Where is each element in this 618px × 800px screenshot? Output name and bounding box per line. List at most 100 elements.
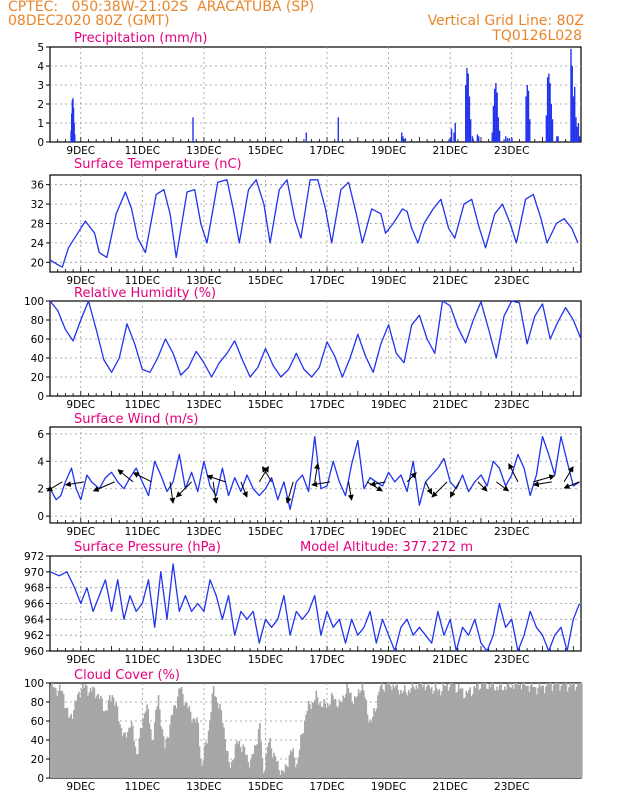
cloud-bar — [578, 684, 581, 778]
precip-bar — [467, 73, 469, 142]
cloud-bar — [121, 736, 124, 778]
cloud-bar — [321, 707, 324, 778]
cloud-bar — [171, 714, 174, 778]
cloud-bar — [196, 717, 198, 778]
cloud-bar — [261, 757, 264, 778]
precip-bar — [572, 96, 575, 142]
wind-ytick-label: 6 — [37, 429, 44, 441]
temp-ytick-label: 20 — [31, 257, 44, 269]
cloud-bar — [296, 763, 298, 778]
precip-ytick-label: 5 — [37, 42, 44, 54]
cloud-bar — [407, 690, 410, 778]
cloud-bar — [550, 683, 552, 778]
pres-xtick-label: 17DEC — [309, 654, 344, 666]
temp-xtick-label: 9DEC — [66, 275, 95, 287]
cloud-bar — [255, 745, 257, 778]
cloud-bar — [314, 699, 316, 778]
cloud-bar — [546, 683, 548, 778]
cloud-bar — [323, 698, 325, 778]
cloud-bar — [420, 683, 423, 778]
cloud-bar — [85, 685, 88, 778]
cloud-bar — [139, 727, 142, 778]
cloud-xtick-label: 9DEC — [66, 781, 95, 793]
cloud-bar — [556, 683, 559, 778]
cloud-bar — [192, 718, 194, 778]
wind-frame — [49, 426, 582, 524]
cloud-bar — [365, 700, 368, 778]
cloud-bar — [395, 685, 397, 778]
cloud-bar — [416, 688, 419, 778]
wind-vector-arrow — [175, 481, 192, 498]
cloud-bar — [374, 711, 377, 778]
cloud-panel: 0 20 40 60 80 100 9DEC 11DEC 13DEC 15DEC 17DEC 19DE… — [24, 668, 583, 793]
cloud-bar — [207, 730, 210, 778]
cloud-bar — [507, 683, 510, 778]
cloud-bar — [52, 687, 55, 778]
cloud-bar — [230, 761, 233, 778]
cloud-bar — [480, 683, 483, 778]
cloud-bar — [109, 695, 111, 778]
cloud-bar — [194, 722, 197, 778]
cloud-bar — [170, 715, 173, 778]
cloud-bar — [511, 684, 514, 778]
wind-vector-arrow — [563, 465, 574, 483]
precip-bar — [337, 117, 339, 142]
cloud-bar — [355, 697, 357, 778]
wind-xtick-label: 23DEC — [494, 526, 529, 538]
rh-line — [49, 300, 582, 378]
cloud-bar — [515, 683, 518, 778]
cloud-bar — [301, 733, 303, 778]
cloud-bar — [393, 687, 396, 778]
wind-vector-arrow — [563, 481, 580, 489]
wind-vector-arrow — [212, 481, 219, 504]
cloud-bar — [443, 685, 446, 778]
wind-vector-arrow — [347, 481, 354, 501]
cloud-bar — [151, 739, 153, 778]
cloud-bar — [128, 727, 130, 778]
cloud-bar — [370, 722, 373, 778]
rh-xtick-label: 21DEC — [432, 399, 467, 411]
cloud-bar — [386, 684, 388, 778]
cloud-bar — [387, 683, 389, 778]
cloud-bar — [353, 696, 356, 778]
cloud-bar — [78, 691, 80, 778]
cloud-bar — [103, 711, 106, 778]
cloud-bar — [404, 685, 406, 778]
cloud-bar — [70, 713, 73, 778]
cloud-bar — [283, 772, 286, 778]
cloud-bar — [270, 748, 273, 778]
wind-vector-arrow — [313, 462, 320, 482]
cloud-bar — [459, 688, 461, 778]
cloud-bar — [518, 684, 520, 778]
cloud-bar — [318, 704, 320, 778]
cloud-bar — [133, 741, 135, 778]
cloud-bar — [475, 683, 478, 778]
pres-line — [49, 563, 581, 652]
cloud-bar — [530, 683, 533, 778]
cloud-bar — [433, 690, 436, 778]
cloud-bar — [147, 708, 150, 778]
cloud-bar — [398, 694, 401, 778]
cloud-bar — [269, 737, 271, 778]
cloud-bar — [65, 708, 67, 778]
precip-bar — [454, 123, 456, 142]
precip-bar — [495, 83, 497, 142]
precip-bar — [192, 117, 194, 142]
cloud-bar — [468, 690, 470, 778]
pres-xtick-label: 11DEC — [125, 654, 160, 666]
cloud-bar — [201, 765, 203, 778]
cloud-bar — [392, 684, 395, 778]
precip-bar — [573, 86, 576, 142]
cloud-bar — [547, 684, 550, 778]
cloud-bar — [516, 684, 519, 778]
cloud-bar — [271, 757, 274, 778]
cloud-bar — [238, 740, 241, 778]
cloud-bar — [126, 731, 129, 778]
wind-vector-arrow — [169, 481, 176, 504]
cloud-bar — [165, 739, 168, 778]
cloud-bar — [463, 698, 465, 778]
cloud-bar — [377, 695, 379, 778]
cloud-ytick-label: 80 — [31, 697, 44, 709]
cloud-bar — [361, 683, 364, 778]
cloud-bar — [514, 683, 516, 778]
